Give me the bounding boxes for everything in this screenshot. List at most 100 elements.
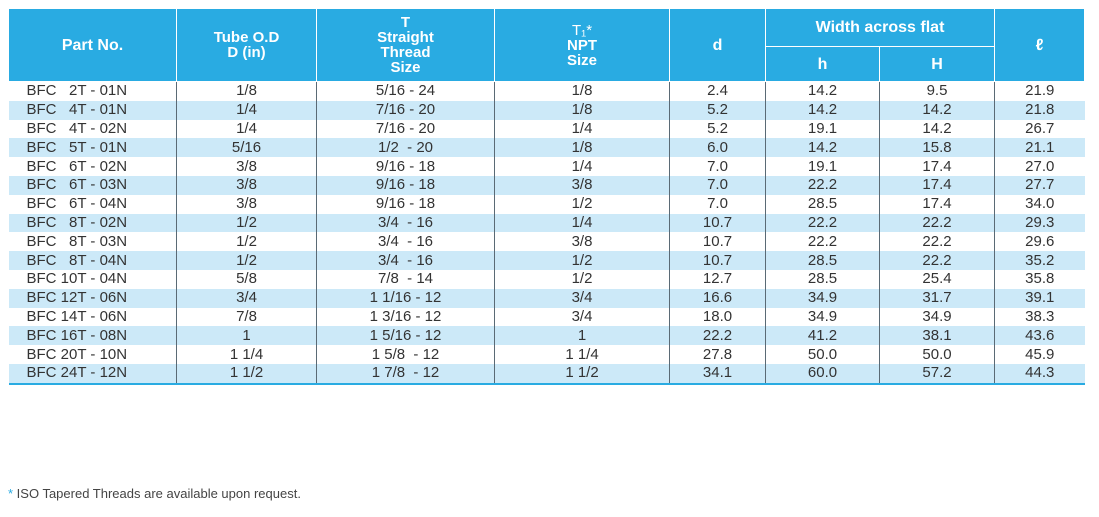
- header-h-small: h: [765, 46, 880, 82]
- h-large-cell: 22.2: [879, 213, 996, 233]
- straight-thread-cell: 9/16 - 18: [316, 157, 495, 176]
- header-t-line2: Straight: [377, 29, 434, 46]
- ell-cell: 35.2: [994, 251, 1085, 270]
- ell-cell: 27.7: [994, 175, 1085, 195]
- h-large-cell: 17.4: [879, 194, 996, 214]
- straight-thread-cell: 5/16 - 24: [316, 81, 495, 101]
- h-large-cell: 57.2: [879, 363, 996, 385]
- table-row: BFC 8T - 02N 1/2 3/4 - 16 1/4 10.7 22.2 22.2 29…: [8, 213, 1085, 233]
- part-no-cell: BFC 8T - 02N: [8, 213, 177, 233]
- straight-thread-cell: 9/16 - 18: [316, 194, 495, 214]
- tube-od-cell: 1/4: [176, 100, 317, 120]
- h-small-cell: 14.2: [765, 81, 880, 101]
- npt-size-cell: 3/8: [494, 232, 670, 252]
- h-large-cell: 17.4: [879, 157, 996, 176]
- d-cell: 7.0: [669, 175, 766, 195]
- table-header: Part No. Tube O.D D (in) T Straight Thre…: [8, 8, 1086, 82]
- straight-thread-cell: 3/4 - 16: [316, 232, 495, 252]
- part-no-cell: BFC 20T - 10N: [8, 345, 177, 364]
- header-t-line4: Size: [390, 59, 421, 76]
- npt-size-cell: 1 1/4: [494, 345, 670, 364]
- tube-od-cell: 7/8: [176, 307, 317, 327]
- header-ell: ℓ: [994, 8, 1086, 82]
- h-small-cell: 41.2: [765, 326, 880, 346]
- header-t1-line2: NPT: [567, 36, 597, 54]
- h-small-cell: 22.2: [765, 213, 880, 233]
- npt-size-cell: 3/4: [494, 307, 670, 327]
- npt-size-cell: 1: [494, 326, 670, 346]
- h-small-cell: 34.9: [765, 307, 880, 327]
- d-cell: 7.0: [669, 157, 766, 176]
- ell-cell: 21.9: [994, 81, 1085, 101]
- h-large-cell: 34.9: [879, 307, 996, 327]
- d-cell: 5.2: [669, 100, 766, 120]
- table-row: BFC 6T - 04N 3/8 9/16 - 18 1/2 7.0 28.5 17.4 34…: [8, 194, 1085, 214]
- table-row: BFC 16T - 08N 1 1 5/16 - 12 1 22.2 41.2 38.1 43…: [8, 326, 1085, 346]
- header-d: d: [669, 8, 766, 82]
- npt-size-cell: 1/4: [494, 213, 670, 233]
- straight-thread-cell: 1 3/16 - 12: [316, 307, 495, 327]
- tube-od-cell: 3/8: [176, 194, 317, 214]
- tube-od-cell: 3/8: [176, 157, 317, 176]
- tube-od-cell: 5/8: [176, 269, 317, 289]
- npt-size-cell: 1/2: [494, 194, 670, 214]
- part-no-cell: BFC 10T - 04N: [8, 269, 177, 289]
- h-small-cell: 28.5: [765, 251, 880, 270]
- h-small-cell: 19.1: [765, 157, 880, 176]
- h-large-cell: 31.7: [879, 288, 996, 308]
- npt-size-cell: 1/8: [494, 81, 670, 101]
- table-row: BFC 6T - 03N 3/8 9/16 - 18 3/8 7.0 22.2 17.4 27…: [8, 175, 1085, 195]
- h-large-cell: 22.2: [879, 251, 996, 270]
- part-no-cell: BFC 16T - 08N: [8, 326, 177, 346]
- h-large-cell: 22.2: [879, 232, 996, 252]
- h-small-cell: 22.2: [765, 232, 880, 252]
- straight-thread-cell: 1 5/8 - 12: [316, 345, 495, 364]
- h-large-cell: 25.4: [879, 269, 996, 289]
- h-large-cell: 14.2: [879, 100, 996, 120]
- npt-size-cell: 1/4: [494, 119, 670, 139]
- ell-cell: 39.1: [994, 288, 1085, 308]
- table-row: BFC 12T - 06N 3/4 1 1/16 - 12 3/4 16.6 34.9 31…: [8, 288, 1085, 308]
- ell-cell: 35.8: [994, 269, 1085, 289]
- header-tube-od-line1: Tube O.D: [213, 29, 280, 46]
- part-no-cell: BFC 8T - 03N: [8, 232, 177, 252]
- part-no-cell: BFC 4T - 02N: [8, 119, 177, 139]
- table-body: BFC 2T - 01N 1/8 5/16 - 24 1/8 2.4 14.2 9.5 21.…: [8, 81, 1085, 385]
- table-row: BFC 4T - 02N 1/4 7/16 - 20 1/4 5.2 19.1 14.2 26…: [8, 119, 1085, 139]
- footnote: * ISO Tapered Threads are available upon…: [8, 486, 301, 501]
- part-no-cell: BFC 8T - 04N: [8, 251, 177, 270]
- tube-od-cell: 3/8: [176, 175, 317, 195]
- fitting-spec-table: Part No. Tube O.D D (in) T Straight Thre…: [8, 8, 1086, 385]
- npt-size-cell: 1/8: [494, 138, 670, 158]
- ell-cell: 45.9: [994, 345, 1085, 364]
- ell-cell: 43.6: [994, 326, 1085, 346]
- h-large-cell: 17.4: [879, 175, 996, 195]
- npt-size-cell: 3/4: [494, 288, 670, 308]
- part-no-cell: BFC 2T - 01N: [8, 81, 177, 101]
- npt-size-cell: 1 1/2: [494, 363, 670, 385]
- ell-cell: 34.0: [994, 194, 1085, 214]
- tube-od-cell: 1/2: [176, 232, 317, 252]
- ell-cell: 27.0: [994, 157, 1085, 176]
- h-large-cell: 9.5: [879, 81, 996, 101]
- straight-thread-cell: 1 1/16 - 12: [316, 288, 495, 308]
- part-no-cell: BFC 6T - 02N: [8, 157, 177, 176]
- table-row: BFC 8T - 04N 1/2 3/4 - 16 1/2 10.7 28.5 22.2 35…: [8, 251, 1085, 270]
- header-tube-od: Tube O.D D (in): [176, 8, 317, 82]
- d-cell: 22.2: [669, 326, 766, 346]
- d-cell: 10.7: [669, 213, 766, 233]
- h-large-cell: 38.1: [879, 326, 996, 346]
- h-small-cell: 28.5: [765, 269, 880, 289]
- header-t-line1: T: [400, 14, 411, 31]
- footnote-asterisk: *: [8, 486, 14, 501]
- npt-size-cell: 1/2: [494, 251, 670, 270]
- header-npt-size: T₁* NPT Size: [494, 8, 670, 82]
- d-cell: 10.7: [669, 251, 766, 270]
- straight-thread-cell: 1 7/8 - 12: [316, 363, 495, 385]
- h-large-cell: 50.0: [879, 345, 996, 364]
- h-small-cell: 22.2: [765, 175, 880, 195]
- ell-cell: 38.3: [994, 307, 1085, 327]
- header-t-line3: Thread: [380, 44, 431, 61]
- d-cell: 7.0: [669, 194, 766, 214]
- header-t1-line3: Size: [566, 51, 597, 69]
